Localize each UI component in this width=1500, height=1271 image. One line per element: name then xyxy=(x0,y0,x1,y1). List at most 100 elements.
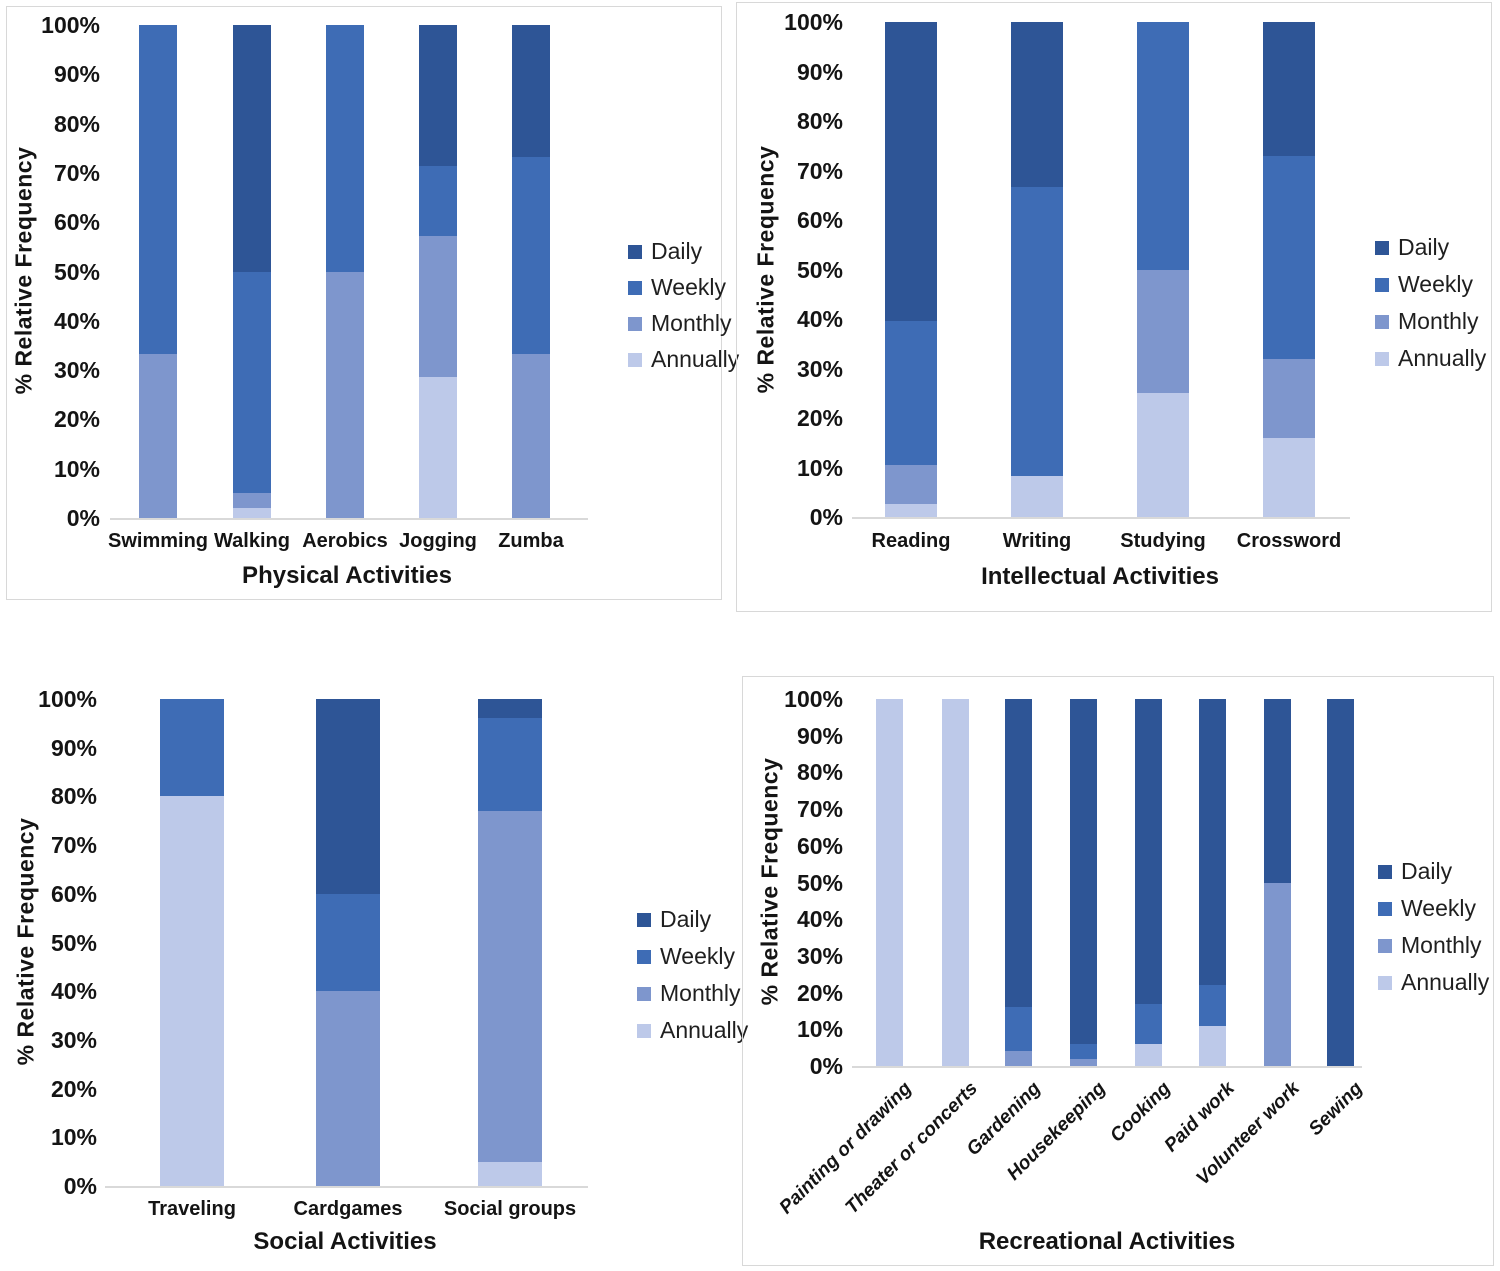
y-tick-label: 100% xyxy=(784,686,843,712)
x-axis-title: Recreational Activities xyxy=(978,1228,1236,1255)
x-axis-line xyxy=(105,1186,588,1188)
y-tick-label: 10% xyxy=(50,1124,97,1151)
y-tick-label: 10% xyxy=(796,454,843,481)
x-axis-title: Intellectual Activities xyxy=(981,563,1219,590)
legend-swatch-weekly-icon xyxy=(1375,277,1389,292)
bar-segment-daily xyxy=(885,22,937,322)
y-tick-label: 10% xyxy=(53,455,100,482)
legend-label: Weekly xyxy=(651,274,726,300)
y-tick-label: 50% xyxy=(796,256,843,283)
legend-item-annually: Annually xyxy=(637,1019,748,1042)
y-tick-label: 10% xyxy=(796,1016,843,1043)
bar-segment-monthly xyxy=(419,236,457,377)
bar-segment-annually xyxy=(885,504,937,517)
y-tick-label: 60% xyxy=(796,832,843,859)
legend-label: Daily xyxy=(660,906,712,932)
legend-swatch-annually-icon xyxy=(1378,975,1392,990)
bar-segment-monthly xyxy=(1263,882,1291,1066)
legend-label: Weekly xyxy=(660,943,735,969)
legend-label: Weekly xyxy=(1401,895,1476,921)
y-tick-label: 0% xyxy=(63,1173,97,1199)
legend-label: Annually xyxy=(1401,969,1490,995)
bar-segment-monthly xyxy=(1004,1051,1032,1066)
bar-segment-annually xyxy=(419,377,457,518)
bar-segment-weekly xyxy=(139,25,177,354)
bar-segment-annually xyxy=(160,796,224,1186)
legend-item-weekly: Weekly xyxy=(637,945,735,968)
bar-segment-daily xyxy=(1263,22,1315,156)
legend-swatch-monthly-icon xyxy=(1378,938,1392,953)
legend-item-daily: Daily xyxy=(1378,860,1452,883)
y-tick-label: 90% xyxy=(796,722,843,749)
y-tick-label: 30% xyxy=(796,355,843,382)
bar-segment-monthly xyxy=(316,991,380,1186)
y-tick-label: 50% xyxy=(796,869,843,896)
bar-segment-weekly xyxy=(160,699,224,797)
bar-segment-annually xyxy=(941,699,969,1066)
chart-panel-intellectual xyxy=(736,2,1492,612)
y-tick-label: 80% xyxy=(50,783,97,810)
y-tick-label: 20% xyxy=(50,1075,97,1102)
category-label: Walking xyxy=(214,530,290,552)
bar-segment-daily xyxy=(478,699,542,719)
legend-swatch-daily-icon xyxy=(637,912,651,927)
legend-label: Daily xyxy=(651,238,703,264)
bar-segment-daily xyxy=(1326,699,1354,1066)
bar-segment-weekly xyxy=(1263,155,1315,359)
legend-item-daily: Daily xyxy=(1375,236,1449,259)
bar-segment-monthly xyxy=(326,271,364,518)
legend-item-annually: Annually xyxy=(1378,971,1489,994)
bar-segment-weekly xyxy=(1137,22,1189,270)
bar-segment-annually xyxy=(1134,1043,1162,1066)
y-tick-label: 80% xyxy=(796,108,843,134)
y-tick-label: 40% xyxy=(796,306,843,332)
y-tick-label: 70% xyxy=(796,796,843,823)
y-tick-label: 90% xyxy=(53,61,100,88)
category-label: Writing xyxy=(1002,530,1072,552)
bar-segment-weekly xyxy=(419,165,457,237)
bar-segment-weekly xyxy=(1004,1007,1032,1052)
y-tick-label: 40% xyxy=(53,307,100,334)
legend-item-annually: Annually xyxy=(1375,347,1486,370)
y-axis-title: % Relative Frequency xyxy=(756,757,783,1006)
y-tick-label: 0% xyxy=(809,504,843,530)
bar-segment-weekly xyxy=(512,156,550,354)
bar-segment-annually xyxy=(1137,393,1189,517)
y-tick-label: 60% xyxy=(53,209,100,236)
legend-item-weekly: Weekly xyxy=(628,276,726,299)
bar-segment-daily xyxy=(1069,699,1097,1044)
bar-segment-daily xyxy=(1198,699,1226,986)
bar-segment-daily xyxy=(419,25,457,166)
y-axis-title: % Relative Frequency xyxy=(12,817,39,1066)
legend-swatch-weekly-icon xyxy=(628,280,642,295)
legend-swatch-annually-icon xyxy=(637,1023,651,1038)
legend-label: Annually xyxy=(1398,345,1487,371)
x-axis-line xyxy=(852,1066,1362,1068)
bar-segment-monthly xyxy=(139,353,177,518)
legend-item-monthly: Monthly xyxy=(1375,310,1479,333)
bar-segment-weekly xyxy=(1069,1043,1097,1059)
category-label: Social groups xyxy=(443,1198,577,1220)
y-tick-label: 70% xyxy=(50,832,97,859)
bar-segment-annually xyxy=(875,699,903,1066)
x-axis-title: Social Activities xyxy=(253,1228,437,1255)
category-label: Aerobics xyxy=(302,530,388,552)
legend-swatch-daily-icon xyxy=(1375,240,1389,255)
bar-segment-daily xyxy=(1263,699,1291,883)
bar-segment-daily xyxy=(512,25,550,157)
chart-panel-physical xyxy=(6,6,722,600)
category-label: Studying xyxy=(1120,530,1206,552)
bar-segment-weekly xyxy=(1198,985,1226,1026)
y-tick-label: 80% xyxy=(796,759,843,786)
y-tick-label: 20% xyxy=(53,406,100,433)
y-tick-label: 50% xyxy=(50,929,97,956)
y-tick-label: 50% xyxy=(53,258,100,285)
bar-segment-annually xyxy=(478,1161,542,1186)
y-tick-label: 70% xyxy=(796,157,843,184)
y-tick-label: 0% xyxy=(809,1053,843,1079)
legend-label: Monthly xyxy=(660,980,741,1006)
bar-segment-annually xyxy=(1011,475,1063,517)
bar-segment-monthly xyxy=(1263,358,1315,438)
bar-segment-daily xyxy=(316,699,380,894)
